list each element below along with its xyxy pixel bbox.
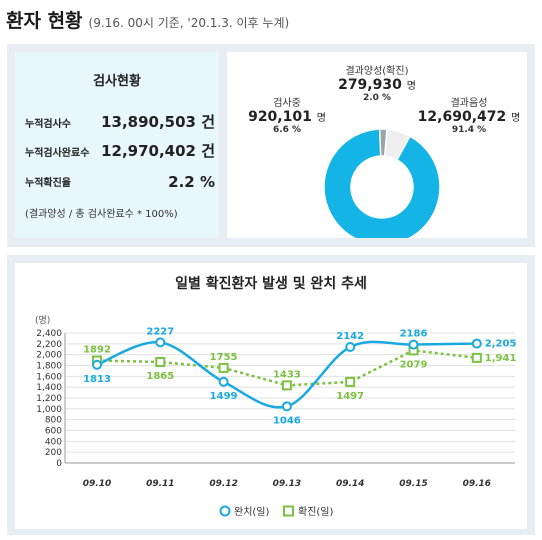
recovered-point — [155, 337, 166, 348]
test-stats-title: 검사현황 — [93, 74, 141, 89]
x-tick-label: 09.15 — [399, 479, 427, 489]
chart-title: 일별 확진환자 발생 및 완치 추세 — [175, 276, 367, 292]
trend-chart-panel: 일별 확진환자 발생 및 완치 추세 (명) 0 200 400 600 800 1,000… — [7, 255, 535, 535]
pie-label-name: 결과음성 — [450, 98, 488, 109]
recovered-data-label: 2186 — [400, 329, 428, 340]
test-stats-box: 검사현황 누적검사수 13,890,503 건 누적검사완료수 12,970,4… — [15, 52, 219, 238]
stat-row-total-tests: 누적검사수 13,890,503 건 — [25, 112, 215, 132]
y-tick-label: 2,400 — [36, 329, 62, 339]
stat-row-positive-rate: 누적확진율 2.2 % — [25, 171, 215, 191]
pie-label-number: 279,930 — [338, 77, 402, 93]
y-tick-label: 1,400 — [36, 383, 62, 393]
pie-label-percent: 91.4 % — [451, 125, 487, 135]
pie-label-positive: 결과양성(확진) 279,930 명 2.0 % — [332, 62, 422, 103]
y-tick-label: 1,000 — [36, 405, 62, 415]
pie-label-unit: 명 — [316, 113, 326, 124]
confirmed-data-label: 1497 — [336, 391, 364, 402]
recovered-data-label: 2142 — [336, 331, 364, 342]
page-title: 환자 현황 — [6, 10, 83, 32]
stat-label: 누적검사완료수 — [25, 148, 90, 159]
confirmed-point — [155, 356, 166, 367]
confirmed-data-label: 2079 — [400, 359, 428, 370]
y-tick-label: 2,200 — [36, 340, 62, 350]
stat-value: 12,970,402 건 — [101, 142, 215, 160]
confirmed-point — [281, 380, 292, 391]
x-tick-label: 09.13 — [273, 479, 301, 489]
legend-recovered-label: 완치(일) — [234, 506, 270, 518]
y-tick-label: 600 — [45, 427, 62, 437]
recovered-data-label: 1046 — [273, 415, 301, 426]
y-tick-label: 0 — [56, 459, 62, 469]
legend-recovered-marker — [219, 505, 231, 517]
recovered-data-label: 1813 — [83, 374, 111, 385]
pie-label-percent: 6.6 % — [272, 125, 302, 135]
confirmed-point — [345, 376, 356, 387]
y-tick-label: 2,000 — [36, 351, 62, 361]
confirmed-point — [218, 362, 229, 373]
pie-label-unit: 명 — [511, 113, 521, 124]
x-tick-label: 09.16 — [463, 479, 491, 489]
y-axis-unit-label: (명) — [35, 315, 50, 326]
stat-value: 2.2 % — [168, 173, 215, 191]
recovered-data-label: 2,205 — [485, 339, 517, 350]
y-tick-label: 1,600 — [36, 372, 62, 382]
pie-label-number: 12,690,472 — [417, 109, 507, 125]
stat-row-completed-tests: 누적검사완료수 12,970,402 건 — [25, 141, 215, 161]
recovered-point — [408, 339, 419, 350]
page-subtitle: (9.16. 00시 기준, '20.1.3. 이후 누계) — [88, 16, 290, 30]
y-tick-label: 1,800 — [36, 362, 62, 372]
confirmed-data-label: 1892 — [83, 345, 111, 356]
x-tick-label: 09.10 — [83, 479, 111, 489]
trend-line-chart: (명) 02004006008001,0001,2001,4001,6001,80… — [35, 315, 517, 518]
stat-label: 누적검사수 — [25, 119, 71, 130]
y-tick-label: 800 — [45, 416, 62, 426]
stat-value: 13,890,503 건 — [101, 113, 215, 131]
legend-confirmed-marker — [283, 505, 294, 517]
recovered-data-label: 2227 — [146, 326, 174, 337]
x-tick-label: 09.14 — [336, 479, 364, 489]
donut-slice — [323, 128, 441, 238]
confirmed-point — [471, 352, 482, 363]
test-result-donut-box: 결과양성(확진) 279,930 명 2.0 % 검사중 920,101 명 6… — [227, 52, 527, 238]
recovered-point — [281, 401, 292, 412]
recovered-point — [92, 359, 102, 370]
confirmed-data-label: 1755 — [210, 352, 238, 363]
stat-label: 누적확진율 — [25, 178, 71, 189]
recovered-data-label: 1499 — [210, 391, 238, 402]
x-tick-label: 09.12 — [209, 479, 237, 489]
pie-label-unit: 명 — [406, 81, 416, 92]
y-tick-label: 400 — [45, 437, 62, 447]
confirmed-data-label: 1865 — [146, 371, 174, 382]
pie-label-name: 검사중 — [273, 98, 301, 109]
recovered-point — [471, 338, 482, 349]
recovered-point — [345, 341, 356, 352]
pie-label-testing: 검사중 920,101 명 6.6 % — [237, 94, 337, 135]
trend-chart-box: 일별 확진환자 발생 및 완치 추세 (명) 0 200 400 600 800 1,000… — [15, 263, 527, 529]
donut-slice — [378, 128, 388, 157]
y-tick-label: 1,200 — [36, 394, 62, 404]
recovered-point — [218, 376, 229, 387]
confirmed-data-label: 1433 — [273, 369, 301, 380]
pie-label-percent: 2.0 % — [362, 93, 392, 103]
x-tick-label: 09.11 — [146, 479, 174, 489]
page-header: 환자 현황 (9.16. 00시 기준, '20.1.3. 이후 누계) — [6, 6, 289, 36]
stat-formula-note: (결과양성 / 총 검사완료수 * 100%) — [25, 209, 178, 220]
pie-label-number: 920,101 — [248, 109, 312, 125]
pie-label-name: 결과양성(확진) — [345, 66, 409, 77]
test-result-donut — [323, 128, 441, 238]
pie-label-negative: 결과음성 12,690,472 명 91.4 % — [413, 94, 525, 135]
confirmed-data-label: 1,941 — [485, 353, 517, 364]
y-tick-label: 200 — [45, 448, 62, 458]
test-status-panel: 검사현황 누적검사수 13,890,503 건 누적검사완료수 12,970,4… — [7, 44, 535, 247]
legend-confirmed-label: 확진(일) — [298, 506, 334, 518]
